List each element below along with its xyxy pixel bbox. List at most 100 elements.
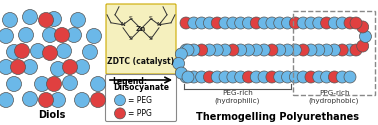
Circle shape <box>172 58 184 70</box>
Circle shape <box>175 48 187 60</box>
Circle shape <box>203 71 215 83</box>
Circle shape <box>14 44 29 59</box>
Circle shape <box>289 71 301 83</box>
Circle shape <box>235 17 247 29</box>
Circle shape <box>115 95 125 106</box>
Circle shape <box>336 17 348 29</box>
Circle shape <box>3 12 17 28</box>
Circle shape <box>297 44 309 56</box>
Circle shape <box>196 71 208 83</box>
Circle shape <box>219 17 231 29</box>
Circle shape <box>258 71 270 83</box>
Circle shape <box>203 17 215 29</box>
FancyBboxPatch shape <box>106 4 176 74</box>
Circle shape <box>250 44 262 56</box>
Text: S: S <box>149 16 153 21</box>
Circle shape <box>336 44 348 56</box>
Circle shape <box>54 28 70 42</box>
Circle shape <box>235 44 247 56</box>
Circle shape <box>282 71 294 83</box>
Circle shape <box>274 71 286 83</box>
Circle shape <box>42 46 57 60</box>
Circle shape <box>19 28 34 42</box>
Bar <box>293 11 375 95</box>
Circle shape <box>344 71 356 83</box>
Circle shape <box>242 71 254 83</box>
Circle shape <box>321 44 333 56</box>
Circle shape <box>258 17 270 29</box>
Circle shape <box>6 76 22 92</box>
FancyBboxPatch shape <box>105 74 177 122</box>
Text: N: N <box>156 22 161 27</box>
Circle shape <box>289 44 301 56</box>
Circle shape <box>175 67 187 79</box>
Text: S: S <box>129 36 133 41</box>
Circle shape <box>39 92 54 108</box>
Circle shape <box>250 17 262 29</box>
Circle shape <box>188 17 200 29</box>
Circle shape <box>344 44 356 56</box>
Text: Legend:: Legend: <box>112 78 147 86</box>
Circle shape <box>297 71 309 83</box>
Circle shape <box>242 17 254 29</box>
Circle shape <box>313 17 325 29</box>
Circle shape <box>219 44 231 56</box>
Circle shape <box>42 28 57 42</box>
Circle shape <box>328 17 340 29</box>
Circle shape <box>227 44 239 56</box>
Text: S: S <box>129 16 133 21</box>
Circle shape <box>219 71 231 83</box>
Circle shape <box>313 71 325 83</box>
Circle shape <box>11 60 25 74</box>
Circle shape <box>182 44 194 56</box>
Circle shape <box>357 40 369 52</box>
Circle shape <box>188 71 200 83</box>
Circle shape <box>56 44 71 59</box>
Circle shape <box>328 71 340 83</box>
Circle shape <box>235 71 247 83</box>
Circle shape <box>350 44 362 56</box>
Circle shape <box>203 44 215 56</box>
Circle shape <box>74 60 90 74</box>
Circle shape <box>328 44 340 56</box>
Circle shape <box>211 71 223 83</box>
Text: = PPG: = PPG <box>128 109 152 118</box>
Text: S: S <box>149 36 153 41</box>
Text: ZDTC (catalyst): ZDTC (catalyst) <box>107 56 175 66</box>
Circle shape <box>305 44 317 56</box>
Circle shape <box>336 71 348 83</box>
Circle shape <box>46 76 62 92</box>
Circle shape <box>211 17 223 29</box>
Circle shape <box>258 44 270 56</box>
Circle shape <box>305 17 317 29</box>
Circle shape <box>250 71 262 83</box>
Circle shape <box>23 10 37 24</box>
Circle shape <box>313 44 325 56</box>
Circle shape <box>90 92 105 108</box>
Circle shape <box>188 44 200 56</box>
Circle shape <box>357 21 369 33</box>
Text: = PEG: = PEG <box>128 96 152 105</box>
Circle shape <box>180 71 192 83</box>
Circle shape <box>71 12 85 28</box>
Circle shape <box>289 17 301 29</box>
Circle shape <box>321 17 333 29</box>
Circle shape <box>180 17 192 29</box>
Circle shape <box>62 60 77 74</box>
Circle shape <box>0 28 14 44</box>
Circle shape <box>274 44 286 56</box>
Circle shape <box>90 76 105 92</box>
Circle shape <box>34 76 50 92</box>
Circle shape <box>182 71 194 83</box>
Circle shape <box>62 76 77 90</box>
Circle shape <box>74 92 90 108</box>
Circle shape <box>6 44 22 60</box>
Circle shape <box>266 71 278 83</box>
Text: PEG-rich
(hydrophilic): PEG-rich (hydrophilic) <box>215 90 260 104</box>
Text: N: N <box>121 22 125 27</box>
Circle shape <box>282 17 294 29</box>
Circle shape <box>350 17 362 29</box>
Circle shape <box>196 44 208 56</box>
Circle shape <box>321 71 333 83</box>
Circle shape <box>39 12 54 28</box>
